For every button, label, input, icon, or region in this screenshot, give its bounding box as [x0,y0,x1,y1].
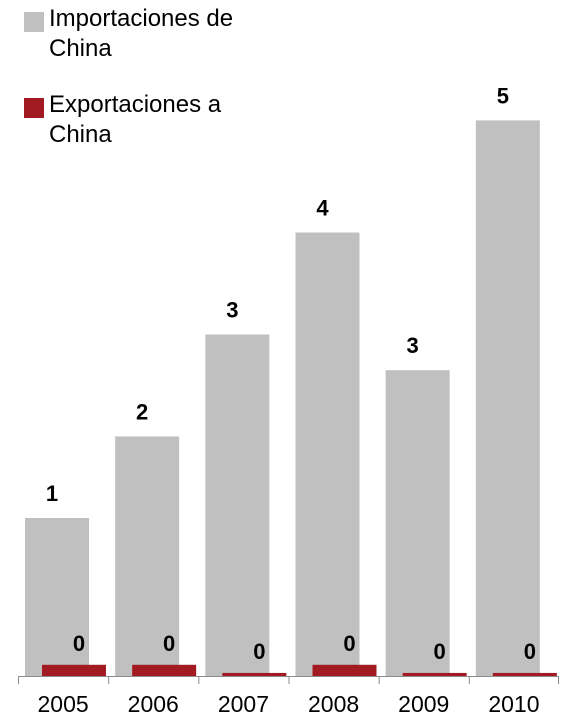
data-label-imports-2007: 3 [226,297,238,322]
x-tick-label-2010: 2010 [488,691,539,717]
bar-exports-2010 [492,672,557,676]
data-label-exports-2010: 0 [524,639,536,664]
legend-swatch-imports [24,12,44,32]
data-label-imports-2009: 3 [407,333,419,358]
data-label-imports-2006: 2 [136,399,148,424]
bar-imports-2008 [295,232,360,676]
legend-item-imports: Importaciones de China [24,4,284,64]
bar-exports-2005 [42,664,106,676]
legend-label-exports: Exportaciones a China [49,91,222,148]
data-label-imports-2008: 4 [316,196,329,221]
bar-imports-2009 [385,370,450,676]
data-label-exports-2008: 0 [343,631,355,656]
data-label-imports-2005: 1 [46,481,58,506]
data-label-exports-2005: 0 [73,631,85,656]
bar-imports-2007 [205,334,270,676]
x-tick-label-2006: 2006 [128,691,179,717]
data-label-exports-2007: 0 [253,639,265,664]
legend-swatch-exports [24,98,44,118]
bar-imports-2005 [25,517,89,676]
data-label-exports-2006: 0 [163,631,175,656]
bar-imports-2006 [115,436,180,676]
x-tick-label-2008: 2008 [308,691,359,717]
data-label-exports-2009: 0 [434,639,446,664]
bar-imports-2010 [475,120,540,676]
legend-item-exports: Exportaciones a China [24,90,284,150]
legend-label-imports: Importaciones de China [49,5,234,62]
bar-exports-2006 [132,664,197,676]
x-tick-label-2005: 2005 [37,691,88,717]
x-tick-label-2009: 2009 [398,691,449,717]
x-tick-label-2007: 2007 [218,691,269,717]
legend: Importaciones de China Exportaciones a C… [24,4,284,176]
data-label-imports-2010: 5 [497,83,509,108]
bar-exports-2007 [222,672,287,676]
bar-exports-2008 [312,664,377,676]
bar-exports-2009 [402,672,467,676]
